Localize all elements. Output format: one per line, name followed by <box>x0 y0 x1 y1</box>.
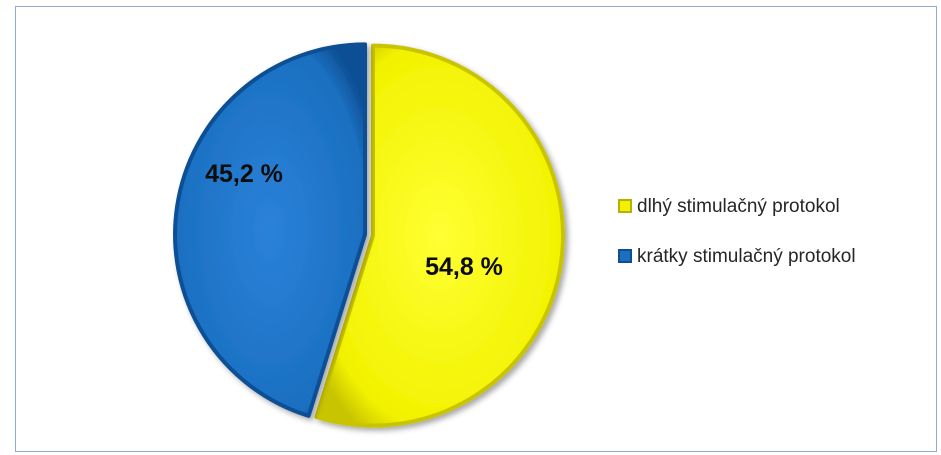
pie-slice-short-protocol <box>173 42 368 418</box>
slice-data-label: 54,8 % <box>425 253 503 281</box>
legend-item-short-protocol: krátky stimulačný protokol <box>618 243 938 271</box>
pie-slice-long-protocol <box>314 43 565 428</box>
slice-data-label: 45,2 % <box>205 160 283 188</box>
legend-label: krátky stimulačný protokol <box>637 246 856 267</box>
legend-label: dlhý stimulačný protokol <box>637 196 840 217</box>
legend-item-long-protocol: dlhý stimulačný protokol <box>618 193 938 221</box>
legend: dlhý stimulačný protokol krátky stimulač… <box>618 193 938 293</box>
legend-swatch-blue <box>618 249 632 263</box>
legend-swatch-yellow <box>618 199 632 213</box>
